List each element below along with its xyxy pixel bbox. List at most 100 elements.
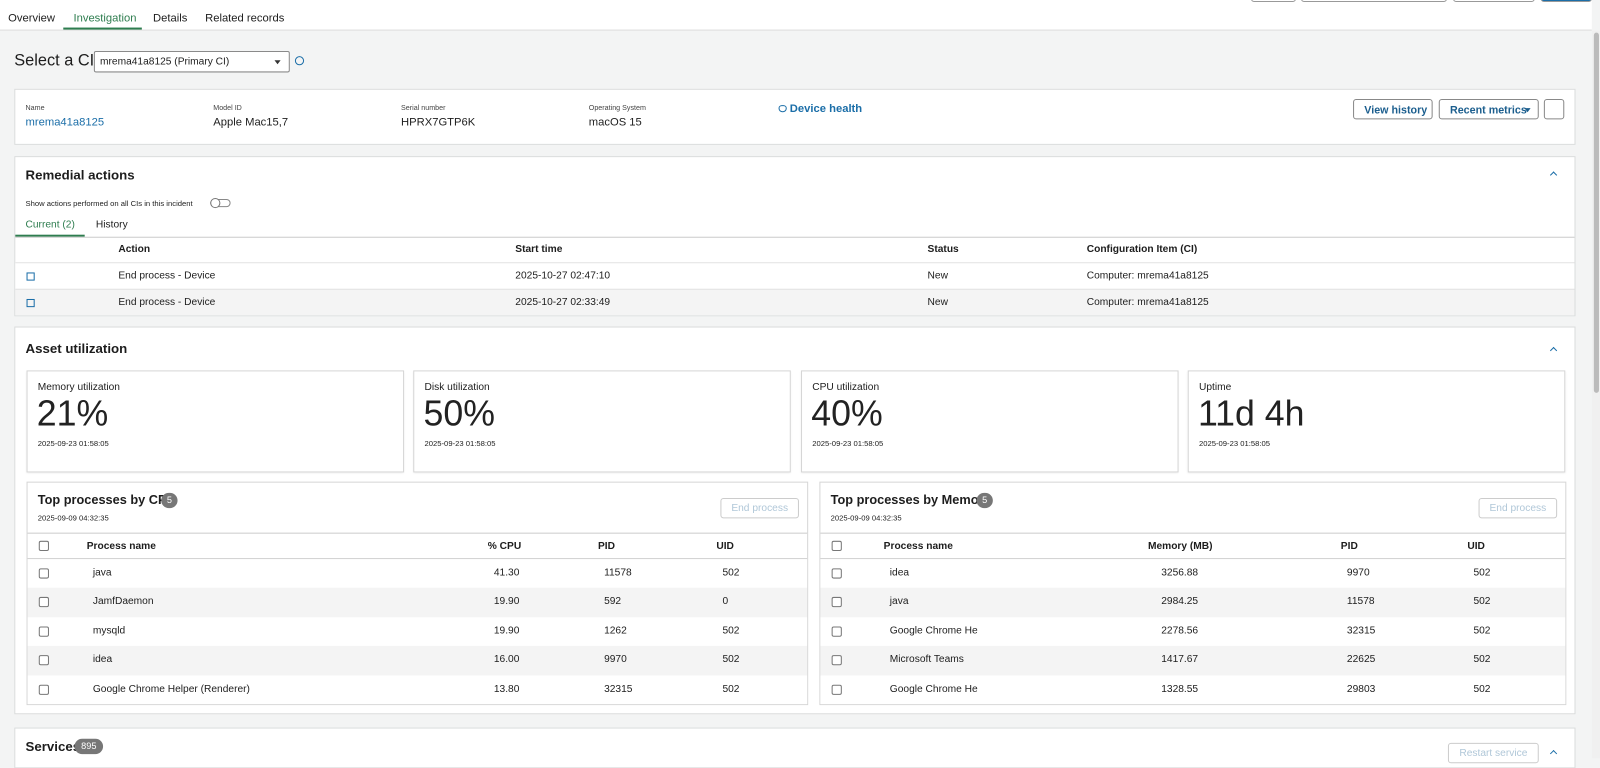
field-value[interactable]: mrema41a8125 (25, 116, 105, 129)
table-header: Process name % CPU PID UID (27, 532, 808, 560)
end-process-button[interactable]: End process (720, 497, 799, 519)
dropdown-caret (274, 60, 281, 65)
field-label: Serial number (401, 105, 446, 113)
tab[interactable]: Investigation (73, 12, 137, 25)
tab[interactable]: Overview (8, 12, 55, 25)
column-header: PID (1340, 540, 1358, 553)
column-header: PID (597, 540, 615, 553)
field-label: Name (25, 105, 45, 113)
tab[interactable]: Details (153, 12, 188, 25)
health-icon (778, 105, 787, 113)
active-tab-underline (63, 27, 142, 30)
button[interactable]: View history (1353, 98, 1433, 120)
checkbox[interactable] (38, 568, 49, 579)
cell: End process - Device (118, 270, 216, 282)
column-header: Configuration Item (CI) (1086, 243, 1198, 256)
table-header: Process name Memory (MB) PID UID (820, 532, 1566, 560)
cell: Google Chrome He (889, 625, 978, 637)
info-icon[interactable] (294, 56, 305, 66)
checkbox[interactable] (38, 655, 49, 666)
metric-card: Disk utilization 50% 2025-09-23 01:58:05 (413, 370, 791, 473)
column-header: UID (1467, 540, 1485, 553)
cell: 502 (1473, 654, 1491, 666)
process-table-card: Top processes by CPU 5 2025-09-09 04:32:35… (26, 481, 809, 706)
cell: New (927, 296, 948, 309)
metric-value: 21% (36, 393, 109, 434)
cell: 32315 (604, 683, 633, 695)
button-label: View history (1364, 104, 1428, 117)
metric-time: 2025-09-23 01:58:05 (1198, 438, 1271, 448)
checkbox[interactable] (831, 626, 842, 637)
count-badge: 5 (161, 492, 178, 509)
table-row: Google Chrome He 1328.55 29803 502 (820, 675, 1566, 705)
cell: New (927, 270, 948, 282)
cell: idea (889, 567, 910, 579)
sub-tab[interactable]: Current (2) (25, 219, 75, 231)
cell: Google Chrome Helper (Renderer) (92, 683, 250, 695)
cell: 19.90 (493, 625, 520, 637)
panel: Remedial actions Show actions performed o… (14, 156, 1576, 317)
panel: Asset utilization Memory utilization 21% 20… (14, 326, 1576, 715)
cell: 9970 (1346, 567, 1370, 579)
checkbox[interactable] (831, 655, 842, 666)
button-label: End process (731, 503, 789, 515)
cell: 1417.67 (1161, 654, 1199, 666)
sub-tab[interactable]: History (95, 219, 128, 231)
open-link-icon[interactable] (26, 298, 35, 308)
tab[interactable]: Related records (205, 12, 285, 25)
metric-value: 40% (811, 393, 883, 434)
table-border (15, 236, 1575, 238)
header-button[interactable] (1540, 0, 1592, 3)
metric-label: CPU utilization (812, 381, 880, 393)
button-label: Restart service (1459, 747, 1528, 760)
cell: 1328.55 (1161, 683, 1199, 695)
column-header: Status (927, 243, 959, 256)
cell: Microsoft Teams (889, 654, 964, 666)
count-badge: 895 (74, 738, 104, 755)
checkbox[interactable] (831, 540, 842, 552)
table-row: idea 3256.88 9970 502 (820, 559, 1566, 589)
column-header: % CPU (487, 540, 522, 553)
device-health-link[interactable]: Device health (789, 103, 863, 116)
checkbox[interactable] (38, 597, 49, 608)
field-value: macOS 15 (588, 116, 642, 129)
metric-value: 50% (423, 393, 495, 434)
checkbox[interactable] (831, 597, 842, 608)
cell: 9970 (604, 654, 627, 666)
checkbox[interactable] (831, 684, 842, 695)
cell: 502 (1473, 596, 1491, 608)
header-button[interactable] (1251, 0, 1296, 3)
metric-card: Memory utilization 21% 2025-09-23 01:58:05 (26, 370, 405, 473)
open-link-icon[interactable] (26, 272, 35, 281)
ci-label: Select a CI (14, 52, 95, 70)
count-badge: 5 (976, 492, 993, 509)
checkbox[interactable] (831, 568, 842, 579)
end-process-button[interactable]: End process (1478, 497, 1558, 519)
restart-service-button[interactable]: Restart service (1447, 742, 1539, 764)
cell: Google Chrome He (889, 683, 978, 695)
column-header: Process name (883, 540, 953, 553)
cell: 2278.56 (1161, 625, 1199, 637)
cell: 0 (722, 596, 729, 608)
refresh-button[interactable] (1543, 98, 1565, 120)
checkbox[interactable] (38, 684, 49, 695)
field-label: Operating System (588, 105, 646, 113)
checkbox[interactable] (38, 626, 49, 637)
collapse-chevron[interactable] (1549, 171, 1558, 179)
cell: 19.90 (493, 596, 520, 608)
cell: 11578 (604, 567, 632, 579)
table-row: Google Chrome He 2278.56 32315 502 (820, 617, 1566, 647)
table-title: Top processes by Memory (830, 492, 991, 508)
header-button[interactable] (1453, 0, 1535, 3)
collapse-chevron[interactable] (1549, 749, 1558, 758)
button[interactable]: Recent metrics (1438, 98, 1539, 120)
collapse-chevron[interactable] (1549, 346, 1558, 355)
cell: 2025-10-27 02:47:10 (515, 270, 611, 282)
scrollbar-thumb (1593, 32, 1599, 393)
checkbox[interactable] (38, 540, 49, 552)
header-button[interactable] (1301, 0, 1447, 3)
table-title: Top processes by CPU (37, 492, 176, 508)
process-table-card: Top processes by Memory 5 2025-09-09 04:32… (819, 481, 1567, 706)
ci-dropdown[interactable]: mrema41a8125 (Primary CI) (93, 51, 290, 73)
cell: mysqld (92, 625, 126, 637)
